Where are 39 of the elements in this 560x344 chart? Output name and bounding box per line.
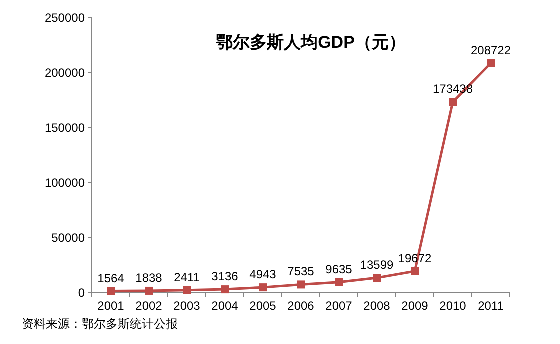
point	[411, 267, 419, 276]
point	[373, 274, 381, 282]
data-label: 208722	[470, 43, 512, 58]
text: 鄂尔多斯人均GDP（元）	[216, 33, 406, 52]
point	[221, 286, 229, 294]
y-tick-label: 0	[78, 286, 86, 300]
y-tick-label: 50000	[52, 231, 86, 245]
data-label: 1838	[136, 270, 163, 285]
data-label: 7535	[288, 264, 315, 279]
point	[107, 287, 115, 296]
data-label: 4943	[250, 268, 277, 282]
point	[183, 286, 191, 294]
x-tick-label: 2005	[250, 299, 277, 313]
x-tick-label: 2011	[478, 299, 504, 313]
point	[487, 59, 495, 68]
y-tick-label: 100000	[44, 176, 86, 190]
x-tick-label: 2006	[288, 299, 315, 313]
data-label: 9635	[326, 262, 353, 276]
text: 资料来源：鄂尔多斯统计公报	[22, 317, 178, 331]
x-tick-label: 2003	[174, 299, 201, 313]
data-label: 3136	[212, 270, 239, 284]
y-tick-label: 250000	[44, 11, 86, 25]
x-tick-label: 2010	[440, 299, 467, 313]
data-label: 1564	[98, 271, 125, 286]
y-tick-label: 150000	[44, 121, 86, 135]
x-tick-label: 2002	[136, 299, 163, 313]
x-tick-label: 2001	[98, 299, 125, 313]
point	[449, 98, 457, 106]
x-tick-label: 2008	[364, 299, 391, 313]
y-tick-label: 200000	[44, 66, 86, 80]
data-label: 2411	[174, 270, 200, 284]
point	[335, 278, 343, 286]
x-tick-label: 2004	[212, 299, 239, 313]
data-label: 13599	[360, 258, 394, 272]
point	[259, 284, 267, 292]
x-tick-label: 2009	[402, 299, 429, 313]
point	[297, 280, 305, 289]
x-tick-label: 2007	[326, 299, 353, 313]
point	[145, 286, 153, 295]
